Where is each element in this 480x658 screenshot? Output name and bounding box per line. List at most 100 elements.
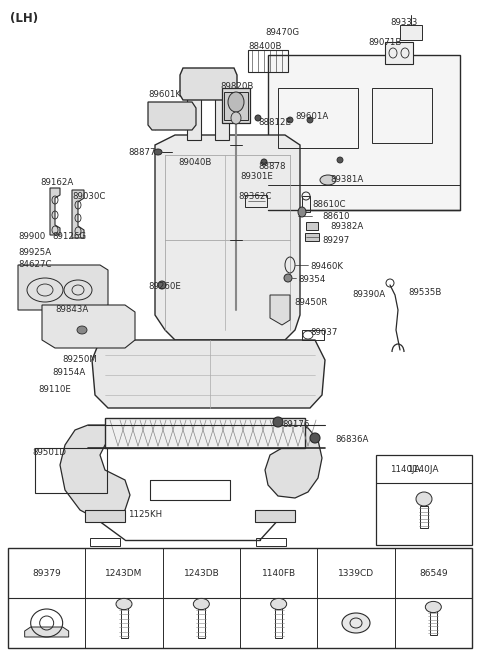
Polygon shape: [60, 425, 130, 518]
Text: 89162A: 89162A: [40, 178, 73, 187]
Bar: [35, 448, 107, 493]
Text: 89382A: 89382A: [330, 222, 363, 231]
Text: 89381A: 89381A: [330, 175, 363, 184]
Ellipse shape: [77, 326, 87, 334]
Ellipse shape: [287, 117, 293, 123]
Text: 1140JA: 1140JA: [408, 465, 440, 474]
Polygon shape: [18, 265, 108, 310]
Ellipse shape: [228, 92, 244, 112]
Text: 89601K: 89601K: [148, 90, 181, 99]
Text: 89040B: 89040B: [178, 158, 211, 167]
Text: 89176: 89176: [282, 420, 310, 429]
Ellipse shape: [416, 492, 432, 506]
Text: 89460K: 89460K: [310, 262, 343, 271]
Bar: [275, 608, 282, 638]
Text: 89297: 89297: [322, 236, 349, 245]
Text: 1243DM: 1243DM: [105, 569, 143, 578]
Ellipse shape: [154, 149, 162, 155]
Polygon shape: [268, 55, 460, 210]
Text: 86549: 86549: [419, 569, 448, 578]
Bar: [302, 196, 310, 212]
Bar: [8, 548, 472, 648]
Polygon shape: [24, 627, 69, 637]
Text: 89362C: 89362C: [238, 192, 271, 201]
Bar: [306, 222, 318, 230]
Bar: [256, 538, 286, 546]
Text: 88878: 88878: [258, 162, 286, 171]
Text: 84627C: 84627C: [18, 260, 51, 269]
Text: 1140FB: 1140FB: [262, 569, 296, 578]
Bar: [224, 92, 248, 120]
Text: 86836A: 86836A: [335, 435, 368, 444]
Text: 89037: 89037: [310, 328, 337, 337]
Text: 89333: 89333: [390, 18, 418, 27]
Ellipse shape: [273, 417, 283, 427]
Polygon shape: [50, 188, 60, 235]
Text: 89379: 89379: [32, 569, 61, 578]
Text: 89390A: 89390A: [352, 290, 385, 299]
Text: 89470G: 89470G: [265, 28, 299, 37]
Ellipse shape: [271, 598, 287, 609]
Text: 88400B: 88400B: [248, 42, 281, 51]
Text: 88812E: 88812E: [258, 118, 291, 127]
Bar: [198, 608, 205, 638]
Bar: [245, 195, 267, 207]
Text: 89154A: 89154A: [52, 368, 85, 377]
Ellipse shape: [310, 433, 320, 443]
Text: 89535B: 89535B: [408, 288, 442, 297]
Text: 89250M: 89250M: [62, 355, 97, 364]
Bar: [187, 98, 201, 140]
Ellipse shape: [337, 157, 343, 163]
Text: 89071B: 89071B: [368, 38, 401, 47]
Ellipse shape: [255, 115, 261, 121]
Ellipse shape: [261, 159, 267, 165]
Text: 89260E: 89260E: [148, 282, 181, 291]
Ellipse shape: [342, 613, 370, 633]
Text: 89030C: 89030C: [72, 192, 106, 201]
Polygon shape: [42, 305, 135, 348]
Bar: [90, 538, 120, 546]
Ellipse shape: [158, 281, 166, 289]
Text: 88610C: 88610C: [312, 200, 346, 209]
Bar: [376, 455, 472, 545]
Bar: [385, 42, 413, 64]
Polygon shape: [72, 190, 84, 238]
Bar: [120, 608, 128, 638]
Text: 89110E: 89110E: [38, 385, 71, 394]
Text: 88610: 88610: [322, 212, 349, 221]
Text: 89601A: 89601A: [295, 112, 328, 121]
Polygon shape: [92, 340, 325, 408]
Text: 89354: 89354: [298, 275, 325, 284]
Text: 89501D: 89501D: [32, 448, 66, 457]
Bar: [305, 233, 319, 241]
Bar: [215, 98, 229, 140]
Polygon shape: [265, 425, 322, 498]
Bar: [420, 506, 428, 528]
Ellipse shape: [193, 598, 209, 609]
Ellipse shape: [320, 175, 336, 185]
Ellipse shape: [425, 601, 441, 613]
Text: 1140JA: 1140JA: [390, 465, 420, 474]
Text: 89126G: 89126G: [52, 232, 86, 241]
Text: 89925A: 89925A: [18, 248, 51, 257]
Bar: [255, 510, 295, 522]
Ellipse shape: [231, 112, 241, 124]
Bar: [248, 50, 288, 72]
Bar: [372, 88, 432, 143]
Bar: [430, 611, 437, 635]
Text: 89843A: 89843A: [55, 305, 88, 314]
Bar: [105, 418, 305, 448]
Polygon shape: [155, 135, 300, 340]
Text: 88877: 88877: [128, 148, 156, 157]
Text: 1339CD: 1339CD: [338, 569, 374, 578]
Text: 1243DB: 1243DB: [183, 569, 219, 578]
Ellipse shape: [116, 598, 132, 609]
Polygon shape: [148, 102, 196, 130]
Text: 89450R: 89450R: [294, 298, 327, 307]
Text: 89900: 89900: [18, 232, 45, 241]
Polygon shape: [270, 295, 290, 325]
Bar: [302, 330, 324, 340]
Ellipse shape: [284, 274, 292, 282]
Polygon shape: [180, 68, 237, 100]
Bar: [222, 88, 250, 123]
